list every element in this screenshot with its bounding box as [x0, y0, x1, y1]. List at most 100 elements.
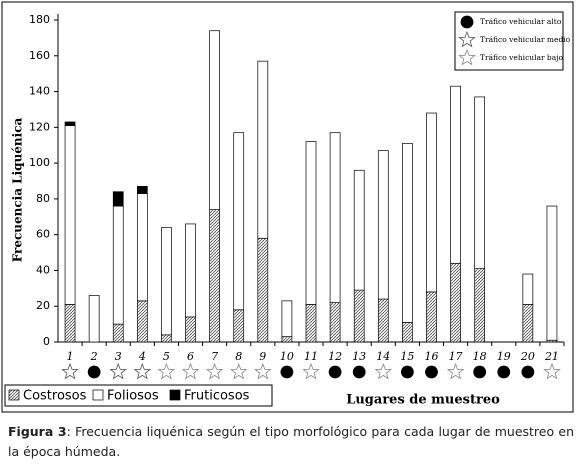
- bar: [474, 96, 486, 270]
- x-axis-label: Lugares de muestreo: [346, 393, 500, 408]
- traffic-marker: [446, 362, 465, 380]
- x-tick-label: 9: [259, 350, 266, 363]
- bar: [257, 237, 269, 343]
- traffic-marker: [61, 362, 79, 380]
- frame: [1, 1, 574, 413]
- traffic-marker: [87, 365, 101, 379]
- bar: [209, 30, 220, 210]
- traffic-marker: [521, 365, 535, 379]
- y-tick-label: 120: [29, 120, 50, 133]
- traffic-marker: [458, 30, 476, 48]
- traffic-marker: [473, 365, 487, 379]
- x-tick-label: 21: [544, 350, 559, 363]
- bar: [112, 323, 124, 343]
- bar: [233, 309, 245, 343]
- x-tick-label: 3: [115, 350, 122, 363]
- y-tick-label: 40: [36, 263, 50, 276]
- x-tick-label: 18: [473, 350, 487, 363]
- x-tick-label: 10: [280, 350, 294, 363]
- x-tick-label: 2: [90, 350, 98, 363]
- y-tick-label: 60: [36, 228, 50, 241]
- x-tick-label: 6: [187, 350, 194, 363]
- bar: [112, 205, 124, 325]
- caption: Figura 3: Frecuencia liquénica según el …: [8, 422, 574, 462]
- bar: [522, 273, 534, 305]
- x-tick-label: 13: [352, 350, 366, 363]
- traffic-marker: [157, 362, 176, 380]
- legend-label: Fruticosos: [184, 389, 250, 404]
- legend-swatch: [169, 389, 181, 401]
- x-tick-label: 14: [376, 350, 390, 363]
- caption-text: : Frecuencia liquénica según el tipo mor…: [8, 424, 574, 459]
- bar: [257, 60, 269, 239]
- legend-label: Foliosos: [107, 389, 159, 404]
- x-tick-label: 8: [235, 350, 242, 363]
- bar: [64, 121, 76, 126]
- traffic-marker: [280, 365, 294, 379]
- legend-box: [4, 384, 273, 407]
- traffic-marker: [181, 362, 200, 380]
- legend-swatch: [92, 389, 104, 401]
- traffic-legend-label: Tráfico vehicular alto: [480, 17, 562, 26]
- bar: [88, 295, 100, 343]
- bar: [185, 223, 196, 318]
- traffic-marker: [543, 362, 561, 380]
- bar: [281, 300, 293, 337]
- x-tick-label: 4: [138, 350, 146, 363]
- bar: [426, 291, 437, 343]
- bar: [161, 227, 172, 336]
- traffic-marker: [458, 48, 476, 66]
- bar: [281, 336, 293, 343]
- traffic-marker: [328, 365, 342, 379]
- bar: [64, 304, 76, 343]
- x-tick-label: 5: [163, 350, 170, 363]
- y-tick-label: 140: [29, 85, 50, 98]
- bar: [546, 205, 558, 341]
- y-tick-label: 20: [36, 299, 50, 312]
- traffic-marker: [400, 365, 414, 379]
- traffic-marker: [425, 365, 438, 379]
- traffic-legend-label: Tráfico vehicular bajo: [480, 53, 564, 62]
- traffic-legend-label: Tráfico vehicular medio: [480, 35, 571, 44]
- traffic-marker: [302, 362, 320, 380]
- traffic-marker: [352, 365, 366, 379]
- bar: [112, 191, 124, 207]
- x-tick-label: 15: [400, 350, 414, 363]
- y-tick-label: 180: [29, 13, 50, 26]
- x-tick-label: 20: [520, 350, 535, 363]
- legend-label: Costrosos: [23, 389, 87, 404]
- y-tick-label: 160: [29, 49, 50, 62]
- bar: [353, 169, 365, 291]
- traffic-marker: [230, 362, 248, 380]
- x-tick-label: 1: [67, 350, 74, 363]
- bar: [209, 209, 220, 343]
- bar: [450, 262, 461, 343]
- x-tick-label: 12: [328, 350, 342, 363]
- bar: [426, 112, 437, 293]
- bar: [377, 298, 389, 343]
- traffic-marker: [460, 15, 474, 29]
- bar: [450, 85, 461, 264]
- y-tick-label: 0: [43, 335, 50, 348]
- bar: [305, 304, 317, 343]
- bar: [474, 268, 486, 343]
- traffic-marker: [254, 362, 272, 380]
- bar: [136, 300, 148, 343]
- x-tick-label: 19: [497, 350, 511, 363]
- bar: [161, 334, 172, 343]
- caption-label: Figura 3: [8, 424, 67, 439]
- bar: [136, 186, 148, 194]
- bar: [136, 193, 148, 302]
- bar: [377, 150, 389, 300]
- traffic-marker: [205, 362, 224, 380]
- bar: [402, 143, 413, 323]
- bar: [329, 302, 341, 343]
- bar: [329, 132, 341, 303]
- bar: [402, 321, 413, 343]
- chart: Frecuencia Liquénica Lugares de muestreo…: [1, 1, 574, 413]
- traffic-marker: [109, 362, 127, 380]
- x-tick-label: 11: [304, 350, 318, 363]
- x-tick-label: 17: [449, 350, 463, 363]
- bar: [233, 132, 245, 311]
